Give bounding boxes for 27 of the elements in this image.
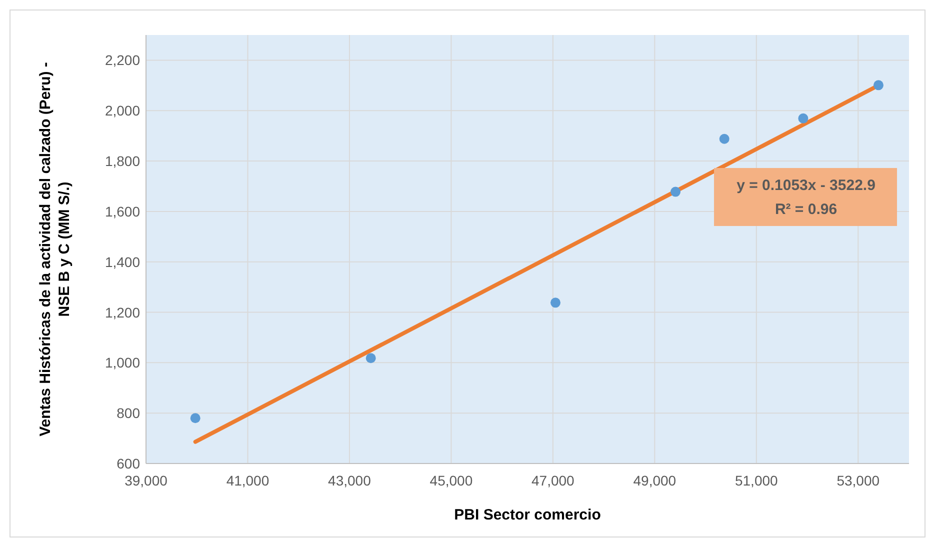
x-tick-label: 39,000 bbox=[124, 472, 168, 488]
y-axis-title: Ventas Históricas de la actividad del calzado (Peru) - NSE B y C (MM S/.) bbox=[37, 62, 73, 436]
x-tick-label: 41,000 bbox=[226, 472, 270, 488]
x-tick-label: 53,000 bbox=[836, 472, 880, 488]
x-tick-label: 51,000 bbox=[734, 472, 778, 488]
point bbox=[873, 80, 884, 90]
y-tick-label: 600 bbox=[116, 456, 140, 472]
y-tick-label: 1,200 bbox=[104, 304, 140, 320]
y-tick-label: 2,000 bbox=[104, 102, 140, 119]
y-tick-label: 1,000 bbox=[104, 354, 140, 371]
point bbox=[798, 113, 808, 124]
point bbox=[190, 413, 200, 424]
x-tick-label: 47,000 bbox=[532, 472, 575, 488]
x-tick-label: 45,000 bbox=[430, 472, 473, 488]
y-tick-label: 800 bbox=[116, 405, 140, 422]
y-tick-label: 1,600 bbox=[104, 203, 140, 220]
point bbox=[366, 353, 376, 364]
y-tick-label: 2,200 bbox=[104, 52, 140, 68]
y-tick-label: 1,800 bbox=[104, 153, 140, 170]
point bbox=[719, 134, 730, 144]
annotation: y = 0.1053x - 3522.9 R² = 0.96 bbox=[736, 177, 876, 218]
x-tick-label: 43,000 bbox=[328, 472, 372, 488]
point bbox=[670, 186, 681, 197]
x-tick-label: 49,000 bbox=[633, 472, 676, 488]
x-axis-title: PBI Sector comercio bbox=[454, 506, 601, 524]
y-tick-label: 1,400 bbox=[104, 254, 140, 270]
point bbox=[550, 298, 560, 308]
